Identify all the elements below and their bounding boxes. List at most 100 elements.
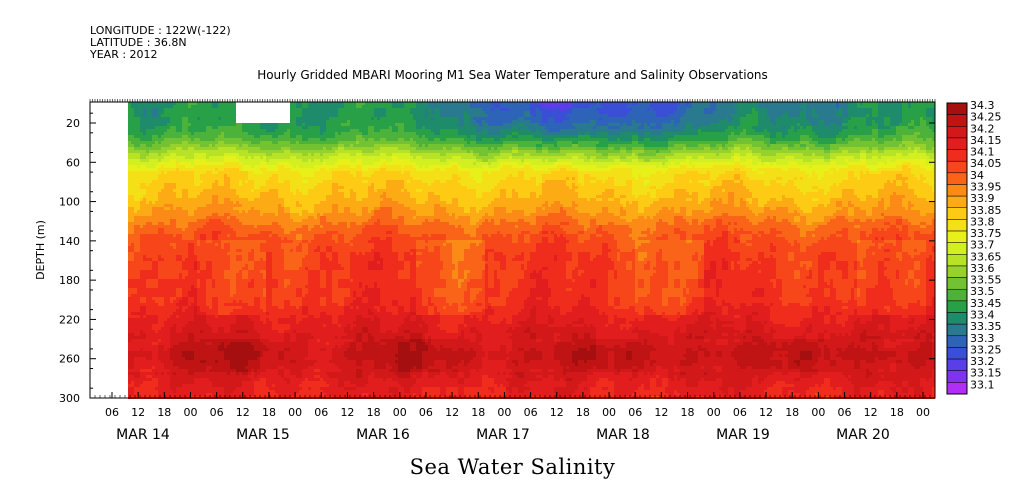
heat-cell <box>272 228 275 231</box>
heat-cell <box>179 237 182 240</box>
heat-cell <box>131 309 134 312</box>
heat-cell <box>152 294 155 297</box>
heat-cell <box>131 243 134 246</box>
heat-cell <box>155 180 158 183</box>
heat-cell <box>185 234 188 237</box>
heat-cell <box>158 249 161 252</box>
heat-cell <box>254 330 257 333</box>
heat-cell <box>203 351 206 354</box>
heat-cell <box>161 372 164 375</box>
heat-cell <box>173 120 176 123</box>
heat-cell <box>167 222 170 225</box>
heat-cell <box>248 300 251 303</box>
heat-cell <box>275 222 278 225</box>
heat-cell <box>143 222 146 225</box>
heat-cell <box>155 189 158 192</box>
heat-cell <box>161 384 164 387</box>
heat-cell <box>170 255 173 258</box>
heat-cell <box>134 249 137 252</box>
heat-cell <box>233 270 236 273</box>
heat-cell <box>176 129 179 132</box>
heat-cell <box>242 168 245 171</box>
heat-cell <box>176 390 179 393</box>
heat-cell <box>233 321 236 324</box>
heat-cell <box>182 153 185 156</box>
heat-cell <box>242 207 245 210</box>
heat-cell <box>257 312 260 315</box>
heat-cell <box>152 132 155 135</box>
heat-cell <box>266 246 269 249</box>
heat-cell <box>251 144 254 147</box>
heat-cell <box>146 150 149 153</box>
heat-cell <box>233 366 236 369</box>
heat-cell <box>227 363 230 366</box>
heat-cell <box>164 387 167 390</box>
heat-cell <box>230 363 233 366</box>
heat-cell <box>137 189 140 192</box>
heat-cell <box>182 114 185 117</box>
heat-cell <box>179 324 182 327</box>
heat-cell <box>158 156 161 159</box>
heat-cell <box>194 327 197 330</box>
heat-cell <box>194 246 197 249</box>
heat-cell <box>269 210 272 213</box>
heat-cell <box>269 312 272 315</box>
heat-cell <box>149 288 152 291</box>
heat-cell <box>224 264 227 267</box>
heat-cell <box>266 153 269 156</box>
heat-cell <box>212 123 215 126</box>
heat-cell <box>215 222 218 225</box>
heat-cell <box>137 168 140 171</box>
heat-cell <box>185 201 188 204</box>
heat-cell <box>242 276 245 279</box>
heat-cell <box>131 132 134 135</box>
heat-cell <box>206 192 209 195</box>
heat-cell <box>245 132 248 135</box>
heat-cell <box>254 219 257 222</box>
heat-cell <box>194 243 197 246</box>
heat-cell <box>170 393 173 396</box>
heat-cell <box>200 213 203 216</box>
heat-cell <box>215 198 218 201</box>
heat-cell <box>275 129 278 132</box>
heat-cell <box>170 360 173 363</box>
heat-cell <box>194 192 197 195</box>
heat-cell <box>242 243 245 246</box>
heat-cell <box>218 309 221 312</box>
heat-cell <box>173 162 176 165</box>
heat-cell <box>188 198 191 201</box>
heat-cell <box>176 117 179 120</box>
heat-cell <box>164 138 167 141</box>
heat-cell <box>242 192 245 195</box>
heat-cell <box>254 390 257 393</box>
heat-cell <box>134 372 137 375</box>
heat-cell <box>149 327 152 330</box>
heat-cell <box>212 312 215 315</box>
heat-cell <box>263 180 266 183</box>
heat-cell <box>191 138 194 141</box>
heat-cell <box>179 216 182 219</box>
heat-cell <box>179 384 182 387</box>
heat-cell <box>146 153 149 156</box>
heat-cell <box>131 276 134 279</box>
heat-cell <box>188 165 191 168</box>
heat-cell <box>221 267 224 270</box>
heat-cell <box>134 312 137 315</box>
heat-cell <box>254 381 257 384</box>
heat-cell <box>266 321 269 324</box>
heat-cell <box>263 147 266 150</box>
heat-cell <box>233 294 236 297</box>
heat-cell <box>200 210 203 213</box>
heat-cell <box>152 261 155 264</box>
heat-cell <box>266 177 269 180</box>
heat-cell <box>179 258 182 261</box>
heat-cell <box>143 216 146 219</box>
heat-cell <box>215 345 218 348</box>
heat-cell <box>269 318 272 321</box>
heat-cell <box>146 372 149 375</box>
heat-cell <box>230 123 233 126</box>
heat-cell <box>263 372 266 375</box>
heat-cell <box>197 186 200 189</box>
heat-cell <box>218 387 221 390</box>
heat-cell <box>140 225 143 228</box>
